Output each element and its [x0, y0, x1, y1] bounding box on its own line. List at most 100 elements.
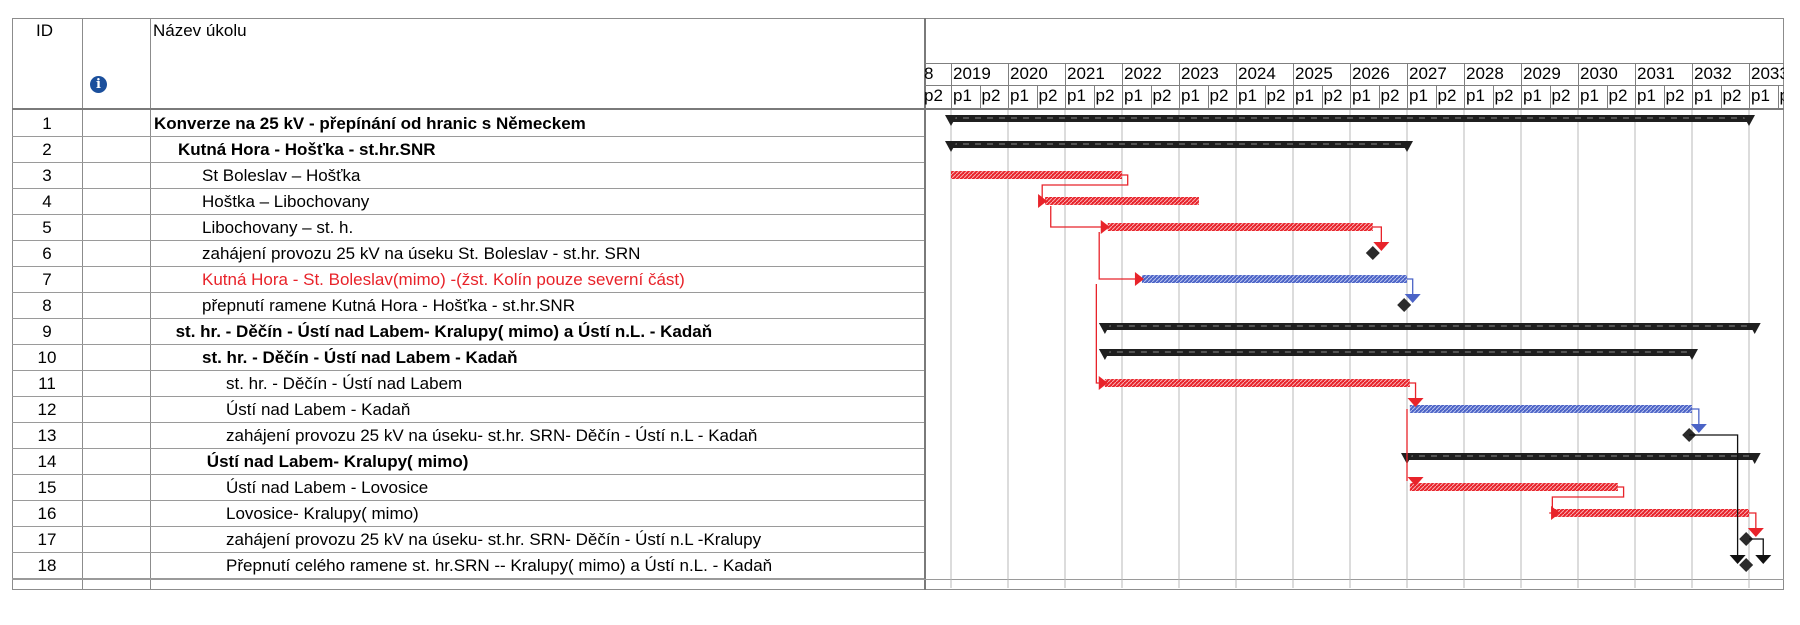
timescale-tick	[1293, 64, 1294, 108]
row-divider	[12, 500, 924, 501]
timescale-tick	[1065, 64, 1066, 108]
dependency-arrowhead	[1038, 194, 1048, 208]
row-divider	[12, 552, 924, 553]
timescale-year-fragment: 8	[924, 64, 934, 83]
table-row[interactable]: 9 st. hr. - Děčín - Ústí nad Labem- Kralu…	[12, 318, 924, 345]
row-divider	[12, 136, 924, 137]
task-name: Ústí nad Labem - Lovosice	[226, 478, 429, 497]
table-row[interactable]: 11 st. hr. - Děčín - Ústí nad Labem	[12, 370, 924, 397]
timescale-half: p2	[1323, 86, 1343, 105]
timescale-half: p1	[1181, 86, 1200, 105]
table-row[interactable]: 16 Lovosice- Kralupy( mimo)	[12, 500, 924, 527]
row-divider	[12, 188, 924, 189]
table-row[interactable]: 1 Konverze na 25 kV - přepínání od hranic…	[12, 110, 924, 137]
timescale-half: p2	[1380, 86, 1400, 105]
timescale-year: 2021	[1067, 64, 1105, 83]
dependency-arrowhead	[1373, 242, 1390, 251]
timescale-tick	[1521, 64, 1522, 108]
column-header-id[interactable]: ID	[36, 21, 53, 40]
task-id: 7	[42, 270, 52, 289]
task-name: Ústí nad Labem - Kadaň	[226, 400, 411, 419]
timescale-tick	[951, 64, 952, 108]
task-bar-blue	[1409, 405, 1692, 413]
timescale-year: 2031	[1637, 64, 1675, 83]
table-row[interactable]: 13 zahájení provozu 25 kV na úseku- st.hr…	[12, 422, 924, 449]
row-divider	[12, 474, 924, 475]
table-row[interactable]: 6 zahájení provozu 25 kV na úseku St. Bol…	[12, 240, 924, 267]
timescale-year: 2028	[1466, 64, 1504, 83]
dependency-line	[1372, 226, 1383, 243]
task-id: 1	[42, 114, 52, 133]
timescale-half: p2	[1608, 86, 1628, 105]
task-name: Libochovany – st. h.	[202, 218, 354, 237]
task-id: 15	[37, 478, 57, 497]
row-divider	[12, 344, 924, 345]
timescale-half: p2	[1778, 86, 1785, 106]
task-id: 14	[37, 452, 57, 471]
timescale-tick	[1179, 64, 1180, 108]
row-divider	[12, 448, 924, 449]
timescale-tick	[1720, 86, 1722, 108]
timescale-tick	[1578, 64, 1579, 108]
dependency-arrowhead	[1407, 398, 1424, 407]
timescale-tick	[1378, 86, 1380, 108]
timescale-year: 2024	[1238, 64, 1276, 83]
summary-end-cap	[1748, 453, 1761, 464]
timescale-top-line	[924, 63, 1784, 64]
summary-start-cap	[945, 141, 957, 152]
timescale-tick	[1207, 86, 1209, 108]
dependency-arrowhead	[1551, 506, 1561, 520]
col-divider-chart	[924, 18, 926, 590]
dependency-arrowhead	[1404, 294, 1421, 303]
summary-start-cap	[1098, 349, 1111, 360]
timescale-year: 2030	[1580, 64, 1618, 83]
timescale-tick	[1407, 64, 1408, 108]
task-name: Kutná Hora - Hošťka - st.hr.SNR	[178, 140, 436, 159]
timescale-year: 2033	[1751, 64, 1784, 83]
timescale-half: p2	[1095, 86, 1115, 105]
timescale-half: p1	[953, 86, 972, 105]
timescale-half: p2	[1722, 86, 1742, 105]
dependency-line	[1749, 538, 1764, 557]
table-row[interactable]: 10 st. hr. - Děčín - Ústí nad Labem - Kad…	[12, 344, 924, 371]
table-row[interactable]: 3 St Boleslav – Hošťka	[12, 162, 924, 189]
milestone-diamond	[1397, 298, 1412, 312]
column-header-task-name[interactable]: Název úkolu	[153, 21, 247, 40]
task-bar-blue	[1141, 275, 1407, 283]
dependency-line	[1692, 408, 1700, 425]
row-divider	[12, 578, 924, 579]
row-divider	[12, 214, 924, 215]
timescale-half: p2	[1437, 86, 1457, 105]
info-icon[interactable]: i	[90, 76, 107, 93]
table-row[interactable]: 15 Ústí nad Labem - Lovosice	[12, 474, 924, 501]
table-row[interactable]: 12 Ústí nad Labem - Kadaň	[12, 396, 924, 423]
timescale-half: p1	[1523, 86, 1542, 105]
table-row[interactable]: 5 Libochovany – st. h.	[12, 214, 924, 241]
timescale-tick	[1236, 64, 1237, 108]
task-id: 16	[37, 504, 57, 523]
task-bar-red	[951, 171, 1122, 179]
gantt-frame: ID Název úkolu i 8 p2 2019 p1 p2 2020 p1 p2 2021…	[12, 18, 1784, 625]
timescale-half: p2	[1038, 86, 1058, 105]
timescale-year: 2023	[1181, 64, 1219, 83]
timescale-half: p1	[1352, 86, 1371, 105]
timescale-half: p1	[1694, 86, 1713, 105]
table-row[interactable]: 2 Kutná Hora - Hošťka - st.hr.SNR	[12, 136, 924, 163]
row-divider	[12, 240, 924, 241]
table-row[interactable]: 4 Hoštka – Libochovany	[12, 188, 924, 215]
table-row[interactable]: 18 Přepnutí celého ramene st. hr.SRN -- K…	[12, 552, 924, 579]
table-row[interactable]: 7 Kutná Hora - St. Boleslav(mimo) -(žst. …	[12, 266, 924, 293]
timescale-year: 2019	[953, 64, 991, 83]
table-row[interactable]: 8 přepnutí ramene Kutná Hora - Hošťka - s…	[12, 292, 924, 319]
task-id: 11	[38, 374, 56, 393]
timescale-tick	[1321, 86, 1323, 108]
row-divider	[12, 579, 1784, 580]
timescale-year: 2020	[1010, 64, 1048, 83]
timescale-tick	[1663, 86, 1665, 108]
timescale-tick	[1635, 64, 1636, 108]
task-name: zahájení provozu 25 kV na úseku St. Bole…	[202, 244, 641, 263]
timescale-half: p1	[1580, 86, 1599, 105]
task-bar-red	[1409, 483, 1618, 491]
table-row[interactable]: 14 Ústí nad Labem- Kralupy( mimo)	[12, 448, 924, 475]
table-row[interactable]: 17 zahájení provozu 25 kV na úseku- st.hr…	[12, 526, 924, 553]
